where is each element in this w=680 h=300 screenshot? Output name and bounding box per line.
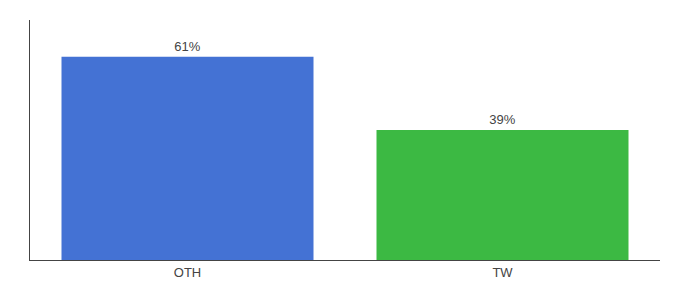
svg-text:OTH: OTH [174,265,201,280]
svg-text:61%: 61% [174,39,200,54]
svg-text:TW: TW [492,265,513,280]
svg-text:39%: 39% [489,112,515,127]
